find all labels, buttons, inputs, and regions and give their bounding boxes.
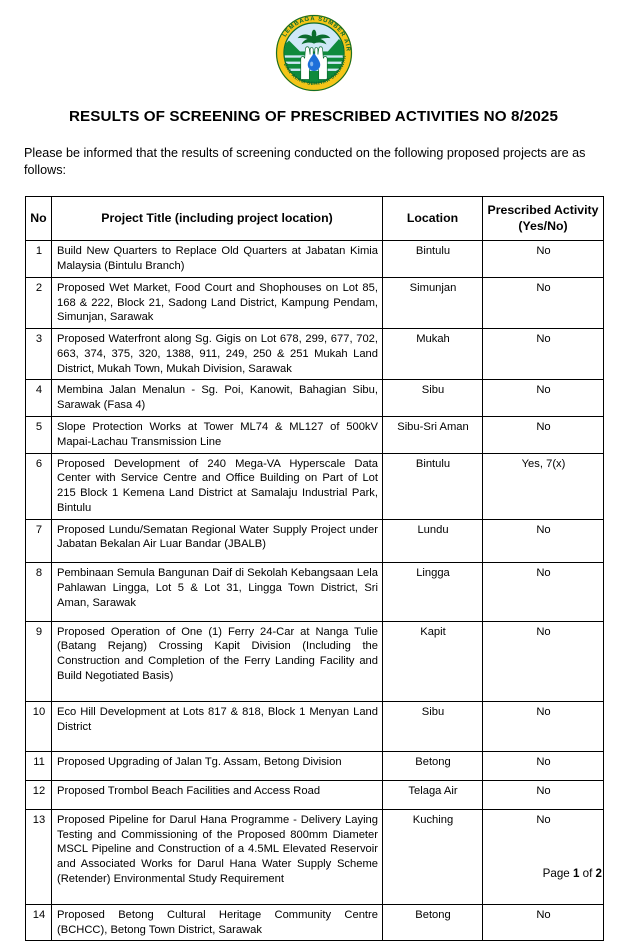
column-header-location: Location bbox=[382, 195, 483, 242]
page-title: RESULTS OF SCREENING OF PRESCRIBED ACTIV… bbox=[68, 108, 559, 125]
row-prescribed-activity: No bbox=[482, 700, 604, 753]
footer-prefix: Page bbox=[542, 867, 573, 880]
row-number: 12 bbox=[25, 780, 52, 810]
row-location: Telaga Air bbox=[382, 780, 483, 810]
row-location: Kapit bbox=[382, 620, 483, 702]
row-project-title: Proposed Pipeline for Darul Hana Program… bbox=[51, 808, 383, 905]
row-project-title: Proposed Lundu/Sematan Regional Water Su… bbox=[51, 518, 383, 564]
table-row: 10 Eco Hill Development at Lots 817 & 81… bbox=[25, 700, 604, 753]
prescribed-activity-line1: Prescribed Activity bbox=[487, 202, 599, 217]
table-row: 1 Build New Quarters to Replace Old Quar… bbox=[25, 240, 604, 278]
page-footer: Page 1 of 2 bbox=[543, 867, 602, 880]
prescribed-activity-line2: (Yes/No) bbox=[518, 218, 568, 233]
row-project-title: Proposed Wet Market, Food Court and Shop… bbox=[51, 276, 383, 330]
row-project-title: Membina Jalan Menalun - Sg. Poi, Kanowit… bbox=[51, 379, 383, 417]
row-location: Sibu-Sri Aman bbox=[382, 416, 483, 454]
table-row: 12 Proposed Trombol Beach Facilities and… bbox=[25, 780, 604, 810]
table-row: 7 Proposed Lundu/Sematan Regional Water … bbox=[25, 518, 604, 564]
row-project-title: Proposed Operation of One (1) Ferry 24-C… bbox=[51, 620, 383, 702]
table-row: 3 Proposed Waterfront along Sg. Gigis on… bbox=[25, 328, 604, 381]
row-number: 9 bbox=[25, 620, 52, 702]
row-project-title: Pembinaan Semula Bangunan Daif di Sekola… bbox=[51, 562, 383, 622]
row-number: 11 bbox=[25, 751, 52, 782]
row-number: 6 bbox=[25, 452, 52, 520]
row-location: Simunjan bbox=[382, 276, 483, 330]
row-location: Betong bbox=[382, 751, 483, 782]
row-project-title: Build New Quarters to Replace Old Quarte… bbox=[51, 240, 383, 278]
table-row: 13 Proposed Pipeline for Darul Hana Prog… bbox=[25, 808, 604, 905]
row-location: Mukah bbox=[382, 328, 483, 381]
logo-container: LEMBAGA SUMBER AIR DAN ALAM SEKITAR SARA… bbox=[0, 0, 627, 92]
row-number: 1 bbox=[25, 240, 52, 278]
row-project-title: Proposed Trombol Beach Facilities and Ac… bbox=[51, 780, 383, 810]
table-row: 9 Proposed Operation of One (1) Ferry 24… bbox=[25, 620, 604, 702]
row-prescribed-activity: No bbox=[482, 518, 604, 564]
row-location: Kuching bbox=[382, 808, 483, 905]
column-header-prescribed-activity: Prescribed Activity (Yes/No) bbox=[482, 195, 604, 242]
row-project-title: Eco Hill Development at Lots 817 & 818, … bbox=[51, 700, 383, 753]
row-prescribed-activity: Yes, 7(x) bbox=[482, 452, 604, 520]
row-prescribed-activity: No bbox=[482, 240, 604, 278]
table-row: 2 Proposed Wet Market, Food Court and Sh… bbox=[25, 276, 604, 330]
row-number: 7 bbox=[25, 518, 52, 564]
intro-paragraph: Please be informed that the results of s… bbox=[24, 146, 586, 178]
row-project-title: Proposed Waterfront along Sg. Gigis on L… bbox=[51, 328, 383, 381]
row-prescribed-activity: No bbox=[482, 751, 604, 782]
row-prescribed-activity: No bbox=[482, 903, 604, 941]
footer-total-pages: 2 bbox=[595, 867, 602, 880]
table-row: 14 Proposed Betong Cultural Heritage Com… bbox=[25, 903, 604, 941]
column-header-no: No bbox=[25, 195, 52, 242]
row-location: Bintulu bbox=[382, 240, 483, 278]
screening-results-table: No Project Title (including project loca… bbox=[25, 195, 604, 941]
table-row: 5 Slope Protection Works at Tower ML74 &… bbox=[25, 416, 604, 454]
row-number: 2 bbox=[25, 276, 52, 330]
row-prescribed-activity: No bbox=[482, 416, 604, 454]
row-number: 4 bbox=[25, 379, 52, 417]
row-prescribed-activity: No bbox=[482, 276, 604, 330]
row-location: Lingga bbox=[382, 562, 483, 622]
footer-current-page: 1 bbox=[572, 867, 580, 880]
row-number: 3 bbox=[25, 328, 52, 381]
row-prescribed-activity: No bbox=[482, 620, 604, 702]
footer-middle: of bbox=[579, 867, 596, 880]
row-prescribed-activity: No bbox=[482, 780, 604, 810]
table-row: 8 Pembinaan Semula Bangunan Daif di Seko… bbox=[25, 562, 604, 622]
column-header-project-title: Project Title (including project locatio… bbox=[51, 195, 383, 242]
row-prescribed-activity: No bbox=[482, 328, 604, 381]
row-number: 5 bbox=[25, 416, 52, 454]
lembaga-sumber-air-sarawak-logo-icon: LEMBAGA SUMBER AIR DAN ALAM SEKITAR SARA… bbox=[275, 14, 352, 92]
row-location: Lundu bbox=[382, 518, 483, 564]
row-number: 13 bbox=[25, 808, 52, 905]
table-row: 4 Membina Jalan Menalun - Sg. Poi, Kanow… bbox=[25, 379, 604, 417]
row-number: 8 bbox=[25, 562, 52, 622]
table-row: 6 Proposed Development of 240 Mega-VA Hy… bbox=[25, 452, 604, 520]
row-prescribed-activity: No bbox=[482, 379, 604, 417]
row-project-title: Proposed Development of 240 Mega-VA Hype… bbox=[51, 452, 383, 520]
table-header-row: No Project Title (including project loca… bbox=[25, 195, 604, 242]
row-project-title: Proposed Betong Cultural Heritage Commun… bbox=[51, 903, 383, 941]
row-project-title: Slope Protection Works at Tower ML74 & M… bbox=[51, 416, 383, 454]
row-prescribed-activity: No bbox=[482, 562, 604, 622]
row-location: Sibu bbox=[382, 379, 483, 417]
row-location: Bintulu bbox=[382, 452, 483, 520]
results-table-container: No Project Title (including project loca… bbox=[25, 195, 604, 941]
row-project-title: Proposed Upgrading of Jalan Tg. Assam, B… bbox=[51, 751, 383, 782]
row-location: Betong bbox=[382, 903, 483, 941]
row-number: 10 bbox=[25, 700, 52, 753]
row-prescribed-activity: No bbox=[482, 808, 604, 905]
row-location: Sibu bbox=[382, 700, 483, 753]
table-row: 11 Proposed Upgrading of Jalan Tg. Assam… bbox=[25, 751, 604, 782]
row-number: 14 bbox=[25, 903, 52, 941]
